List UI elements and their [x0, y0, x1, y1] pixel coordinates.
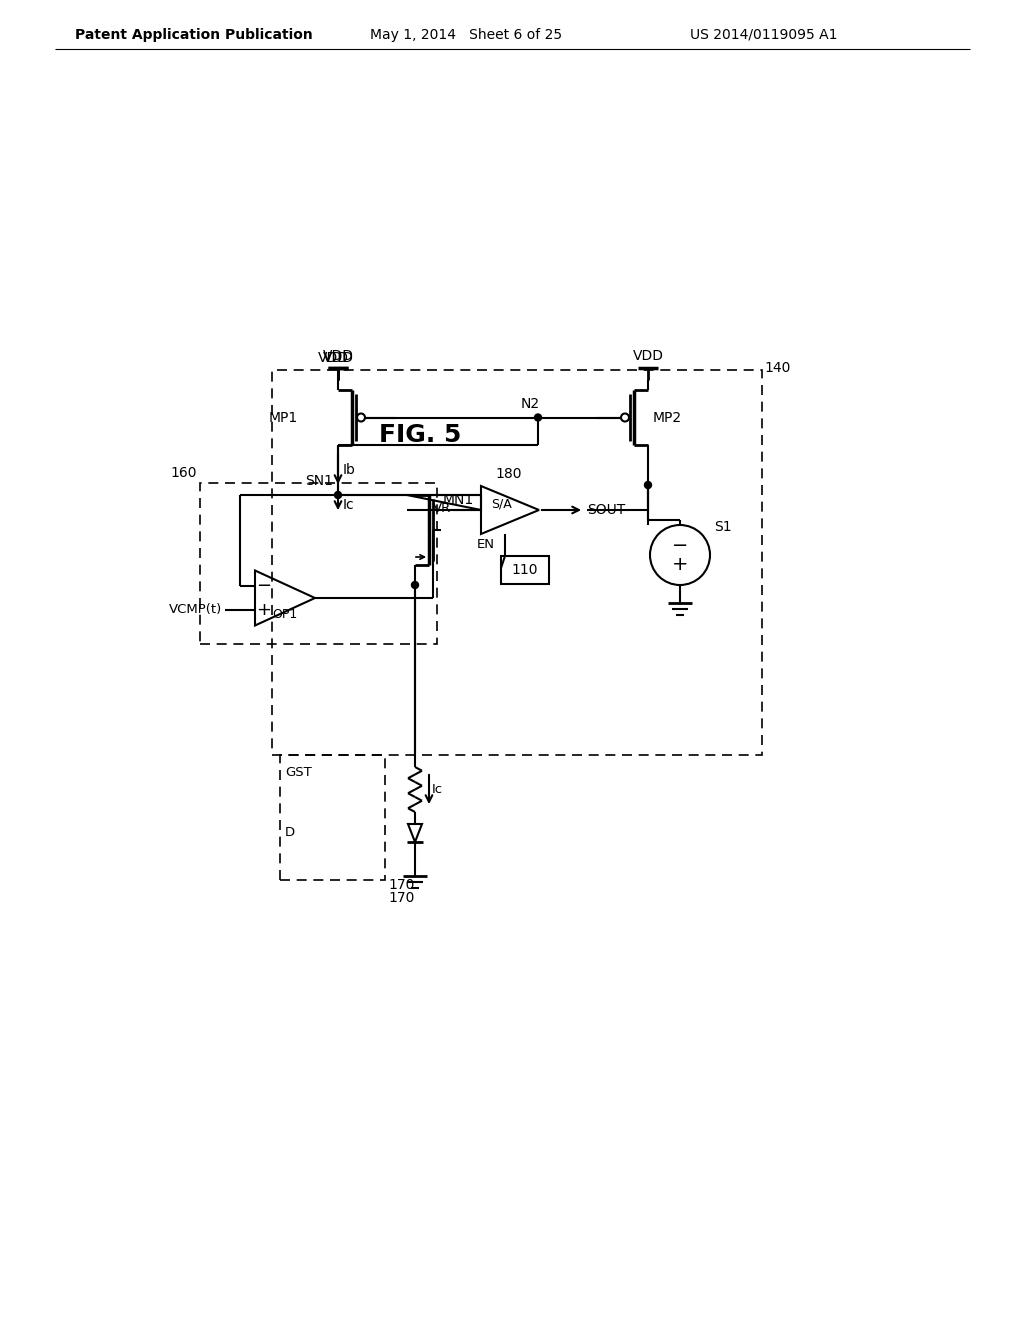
Text: SOUT: SOUT — [587, 503, 626, 517]
Text: 170: 170 — [388, 878, 415, 892]
Text: VDD: VDD — [323, 348, 353, 363]
Circle shape — [412, 582, 419, 589]
Circle shape — [335, 491, 341, 499]
Text: VDD: VDD — [317, 351, 348, 366]
Circle shape — [535, 414, 542, 421]
Bar — [200, 483, 437, 644]
Text: +: + — [256, 601, 271, 619]
Text: MP2: MP2 — [653, 411, 682, 425]
Text: VCMP(t): VCMP(t) — [169, 603, 222, 616]
Text: MN1: MN1 — [443, 492, 474, 507]
Text: US 2014/0119095 A1: US 2014/0119095 A1 — [690, 28, 838, 42]
Text: Patent Application Publication: Patent Application Publication — [75, 28, 312, 42]
Text: 140: 140 — [764, 360, 791, 375]
Text: VDD: VDD — [633, 348, 664, 363]
Text: EN: EN — [477, 537, 495, 550]
Text: −: − — [256, 577, 271, 595]
Text: OP1: OP1 — [272, 607, 298, 620]
Text: VR: VR — [433, 502, 451, 515]
Text: SN1: SN1 — [305, 474, 333, 488]
Text: Ic: Ic — [343, 498, 354, 512]
Circle shape — [644, 482, 651, 488]
Text: N2: N2 — [520, 396, 540, 411]
Text: S1: S1 — [714, 520, 731, 535]
Text: +: + — [672, 556, 688, 574]
Text: 110: 110 — [512, 564, 539, 577]
Bar — [280, 755, 385, 880]
Text: Ic: Ic — [432, 783, 443, 796]
Text: −: − — [672, 536, 688, 556]
Text: May 1, 2014   Sheet 6 of 25: May 1, 2014 Sheet 6 of 25 — [370, 28, 562, 42]
Text: D: D — [285, 826, 295, 840]
Text: FIG. 5: FIG. 5 — [379, 422, 461, 447]
Bar — [501, 556, 549, 583]
Text: S/A: S/A — [492, 498, 512, 511]
Bar — [272, 370, 762, 755]
Text: GST: GST — [285, 766, 311, 779]
Text: 170: 170 — [388, 891, 415, 906]
Text: 180: 180 — [495, 467, 521, 480]
Text: MP1: MP1 — [268, 411, 298, 425]
Text: 160: 160 — [171, 466, 197, 480]
Text: VDD: VDD — [323, 351, 353, 366]
Text: Ib: Ib — [343, 463, 356, 477]
